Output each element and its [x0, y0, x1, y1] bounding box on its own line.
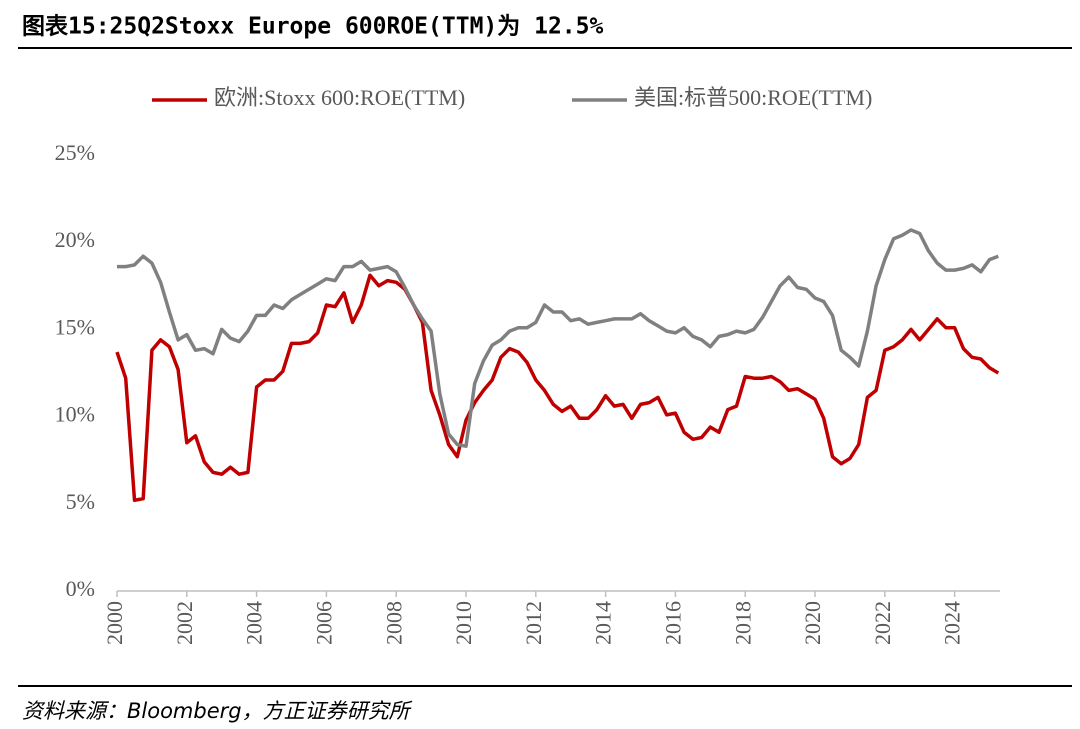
y-tick-label: 25% — [55, 140, 95, 165]
x-tick-label: 2000 — [102, 601, 127, 645]
y-tick-label: 10% — [55, 402, 95, 427]
x-tick-label: 2004 — [242, 601, 267, 645]
source: 资料来源：Bloomberg，方正证券研究所 — [22, 699, 413, 723]
y-tick-label: 0% — [66, 576, 95, 601]
x-tick-label: 2014 — [591, 601, 616, 645]
x-tick-label: 2008 — [381, 601, 406, 645]
x-tick-label: 2002 — [172, 601, 197, 645]
y-tick-label: 20% — [55, 227, 95, 252]
x-tick-label: 2006 — [311, 601, 336, 645]
legend-label: 欧洲:Stoxx 600:ROE(TTM) — [214, 85, 465, 110]
x-tick-label: 2018 — [730, 601, 755, 645]
series-line — [115, 273, 1000, 503]
x-tick-label: 2022 — [870, 601, 895, 645]
x-tick-label: 2016 — [660, 601, 685, 645]
legend-label: 美国:标普500:ROE(TTM) — [634, 85, 872, 110]
series-line — [117, 228, 999, 448]
y-tick-label: 15% — [55, 314, 95, 339]
chart-title: 图表15:25Q2Stoxx Europe 600ROE(TTM)为 12.5% — [22, 14, 603, 40]
y-tick-label: 5% — [66, 489, 95, 514]
x-tick-label: 2020 — [800, 601, 825, 645]
x-tick-label: 2024 — [940, 601, 965, 645]
x-tick-label: 2012 — [521, 601, 546, 645]
x-tick-label: 2010 — [451, 601, 476, 645]
